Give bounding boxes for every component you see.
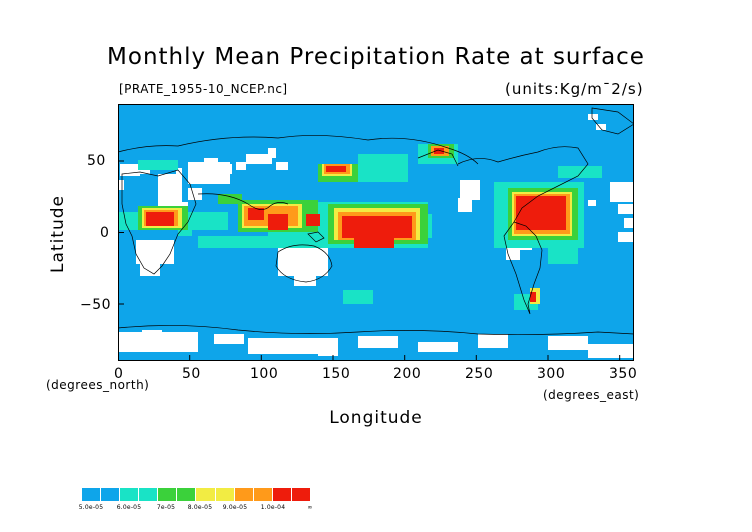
legend-label: 7e-05	[156, 504, 176, 511]
legend-swatch	[215, 488, 235, 501]
precipitation-map	[117, 104, 635, 361]
legend-label: 8.0e-05	[187, 504, 213, 511]
legend-label: 6.0e-05	[116, 504, 142, 511]
legend-colorbar	[82, 488, 310, 501]
y-tick-label: 50	[87, 153, 106, 169]
x-tick-label: 50	[182, 366, 201, 382]
file-label: [PRATE_1955-10_NCEP.nc]	[119, 82, 288, 96]
y-tick-label: −50	[80, 297, 112, 313]
legend-swatch	[234, 488, 254, 501]
x-tick-label: 250	[465, 366, 494, 382]
map-title: Monthly Mean Precipitation Rate at surfa…	[107, 44, 645, 70]
map-plot-area	[117, 104, 635, 361]
legend-swatch	[82, 488, 102, 501]
legend-label: 5.0e-05	[78, 504, 104, 511]
legend-label: 9.0e-05	[222, 504, 248, 511]
x-tick-label: 100	[250, 366, 279, 382]
legend-swatch	[158, 488, 178, 501]
x-tick-label: 0	[114, 366, 124, 382]
legend-swatch	[177, 488, 197, 501]
x-axis-title: Longitude	[329, 408, 423, 428]
units-label: (units:Kg/m¯2/s)	[505, 80, 644, 98]
y-axis-title: Latitude	[48, 195, 68, 273]
x-unit-note: (degrees_east)	[543, 388, 640, 402]
x-tick-label: 350	[609, 366, 638, 382]
x-tick-label: 150	[322, 366, 351, 382]
x-tick-label: 200	[393, 366, 422, 382]
x-tick-label: 300	[537, 366, 566, 382]
legend-swatch	[253, 488, 273, 501]
legend-swatch	[101, 488, 121, 501]
coastlines	[117, 107, 635, 336]
legend-swatch	[120, 488, 140, 501]
legend-swatch	[196, 488, 216, 501]
legend-swatch	[272, 488, 292, 501]
y-tick-label: 0	[100, 225, 110, 241]
y-unit-note: (degrees_north)	[46, 378, 150, 392]
legend-swatch	[291, 488, 310, 501]
legend-label: ∞	[307, 504, 313, 511]
legend-swatch	[139, 488, 159, 501]
legend-label: 1.0e-04	[260, 504, 286, 511]
axis-ticks	[117, 160, 621, 361]
precip-red	[146, 148, 566, 302]
